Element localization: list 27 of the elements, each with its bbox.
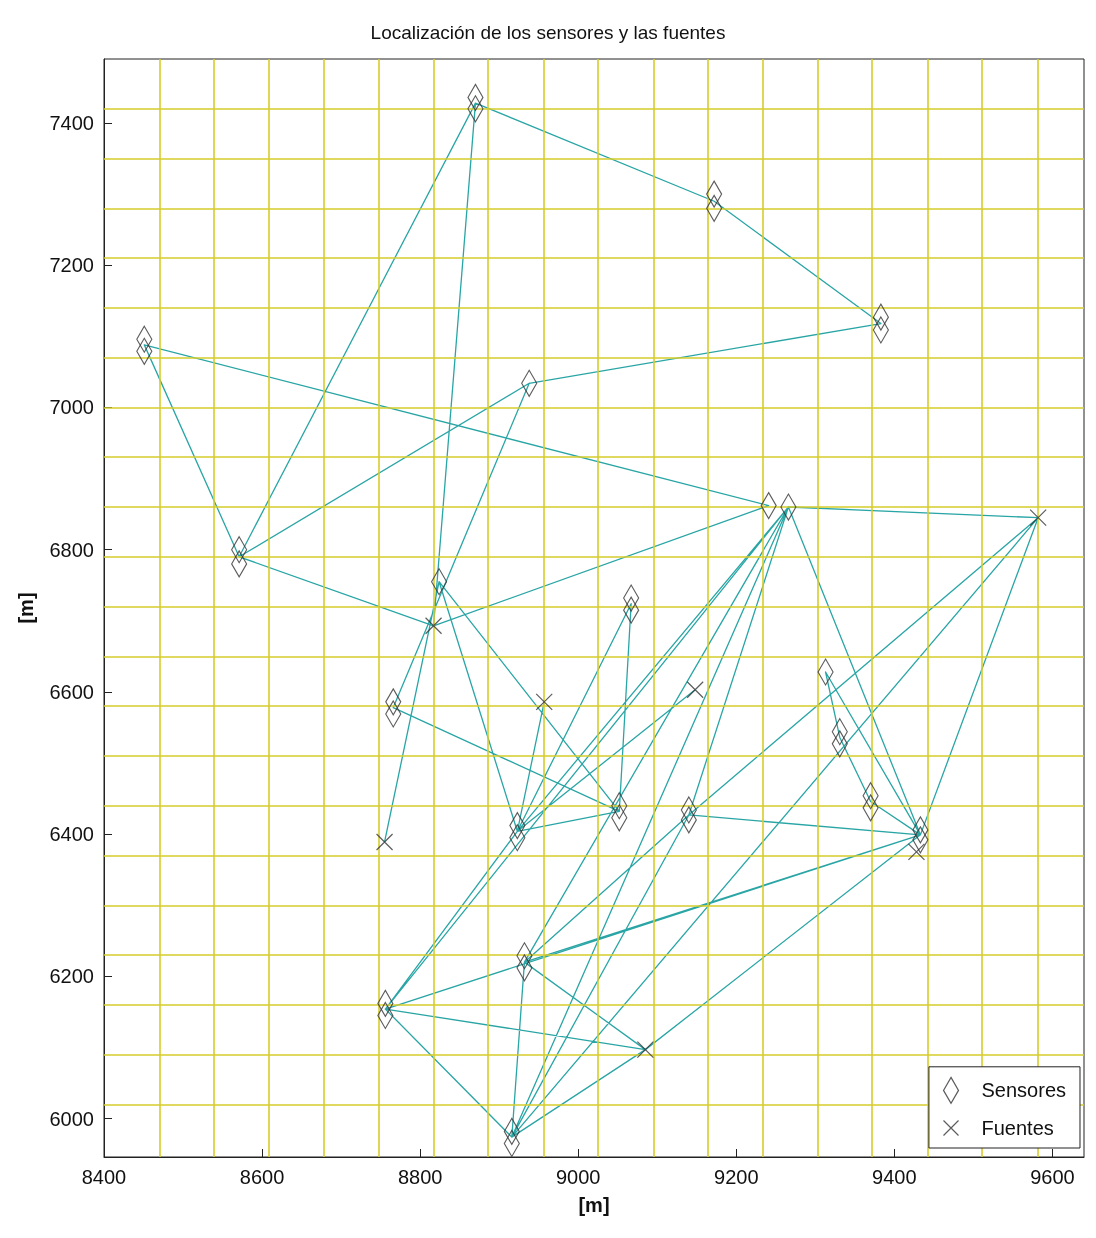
point [375, 833, 394, 851]
y-tick-label: 6400 [49, 823, 94, 846]
x-axis-title: [m] [578, 1194, 610, 1216]
y-tick-label: 6800 [49, 538, 94, 561]
point [535, 693, 553, 711]
x-tick-label: 8600 [239, 1166, 285, 1188]
x-tick-label: 9000 [555, 1166, 601, 1188]
y-tick-label: 6200 [49, 965, 94, 988]
y-tick-label: 7200 [49, 254, 94, 277]
point [907, 843, 926, 861]
point [1029, 509, 1047, 527]
legend-label: Fuentes [981, 1117, 1054, 1139]
x-tick-label: 8400 [81, 1166, 127, 1188]
legend-label: Sensores [981, 1079, 1067, 1102]
y-tick-label: 6000 [49, 1107, 94, 1130]
x-tick-label: 8800 [397, 1166, 443, 1188]
point [686, 681, 704, 699]
y-tick-label: 7400 [49, 112, 94, 134]
x-tick-label: 9400 [872, 1166, 917, 1188]
chart-title: Localización de los sensores y las fuentes [370, 22, 726, 43]
y-tick-label: 7000 [49, 396, 94, 419]
y-axis-title: [m] [15, 592, 37, 624]
point [424, 617, 443, 635]
point [636, 1041, 654, 1059]
y-tick-label: 6600 [49, 680, 94, 703]
x-tick-label: 9200 [714, 1166, 759, 1188]
x-tick-label: 9600 [1030, 1166, 1075, 1188]
